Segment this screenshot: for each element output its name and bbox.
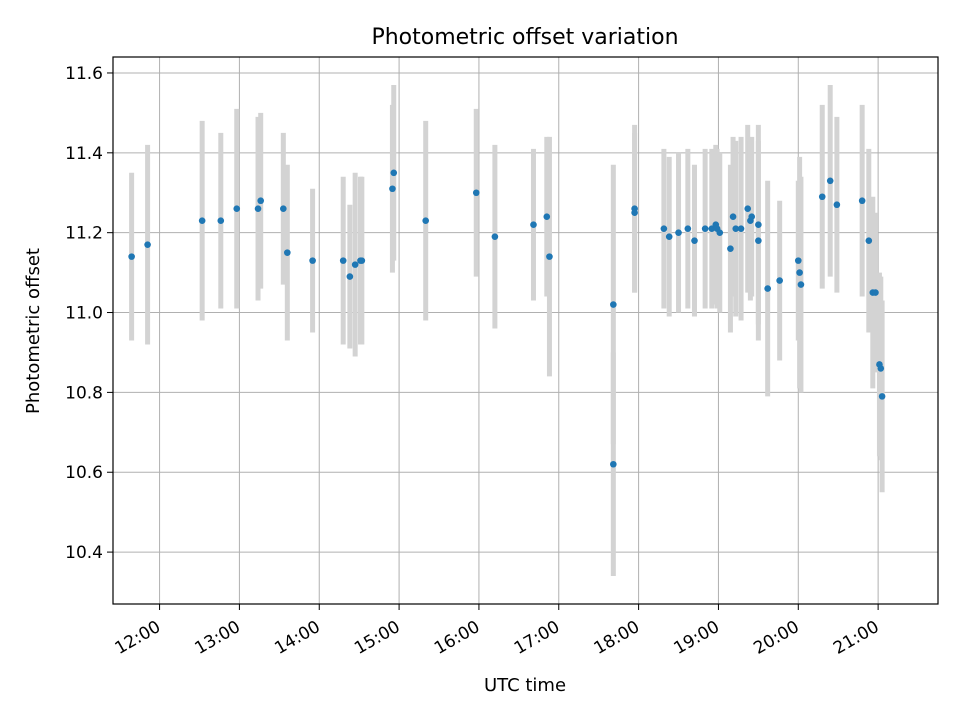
y-tick-label: 10.8	[65, 383, 103, 403]
data-point	[358, 257, 366, 264]
data-point	[796, 269, 803, 276]
data-point	[794, 257, 802, 264]
data-point	[833, 201, 841, 209]
data-point	[660, 225, 668, 232]
data-point	[732, 225, 740, 232]
data-point	[543, 213, 551, 221]
data-point	[198, 217, 206, 225]
data-point	[729, 213, 737, 221]
x-axis-label: UTC time	[484, 675, 566, 696]
data-point	[257, 197, 265, 205]
data-point	[727, 245, 734, 252]
data-point	[701, 225, 709, 232]
data-point	[144, 241, 151, 248]
data-point	[665, 233, 673, 240]
data-point	[877, 365, 885, 372]
data-point	[872, 289, 879, 296]
data-point	[684, 225, 692, 232]
y-tick-label: 10.4	[65, 543, 103, 563]
data-point	[858, 197, 866, 205]
data-point	[254, 205, 262, 213]
data-point	[716, 229, 724, 236]
data-point	[878, 393, 886, 400]
y-axis-label: Photometric offset	[23, 248, 44, 414]
data-point	[309, 257, 316, 264]
data-point	[217, 217, 225, 225]
y-tick-label: 11.0	[65, 304, 103, 324]
data-point	[748, 213, 756, 221]
data-point	[737, 225, 745, 232]
data-point	[631, 209, 638, 217]
data-point	[826, 177, 834, 185]
data-point	[797, 281, 805, 288]
data-point	[776, 277, 783, 284]
y-tick-label: 11.4	[65, 144, 103, 164]
data-point	[675, 229, 682, 236]
data-point	[351, 261, 359, 268]
data-point	[422, 217, 430, 225]
plot-frame	[112, 56, 939, 605]
data-point	[610, 460, 617, 468]
data-point	[818, 193, 826, 201]
data-point	[755, 221, 762, 228]
data-point	[284, 249, 291, 256]
data-point	[339, 257, 347, 264]
data-point	[755, 237, 762, 244]
data-point	[472, 189, 480, 197]
data-point	[530, 221, 537, 228]
data-point	[389, 185, 396, 193]
chart-title: Photometric offset variation	[371, 25, 678, 50]
data-point	[764, 285, 771, 292]
y-tick-label: 10.6	[65, 463, 103, 483]
data-point	[546, 253, 553, 260]
data-point	[233, 205, 241, 213]
data-point	[610, 301, 617, 308]
data-point	[128, 253, 135, 260]
data-point	[744, 205, 752, 213]
data-point	[708, 225, 716, 232]
y-tick-label: 11.6	[65, 64, 103, 84]
data-point	[491, 233, 499, 240]
data-point	[691, 237, 698, 244]
data-point	[280, 205, 287, 213]
data-points	[128, 169, 886, 468]
y-axis-ticks: 10.4 10.6 10.8 11.0 11.2 11.4 11.6	[65, 64, 113, 563]
y-tick-label: 11.2	[65, 224, 103, 244]
data-point	[346, 273, 354, 280]
data-point	[390, 169, 398, 177]
data-point	[865, 237, 873, 244]
